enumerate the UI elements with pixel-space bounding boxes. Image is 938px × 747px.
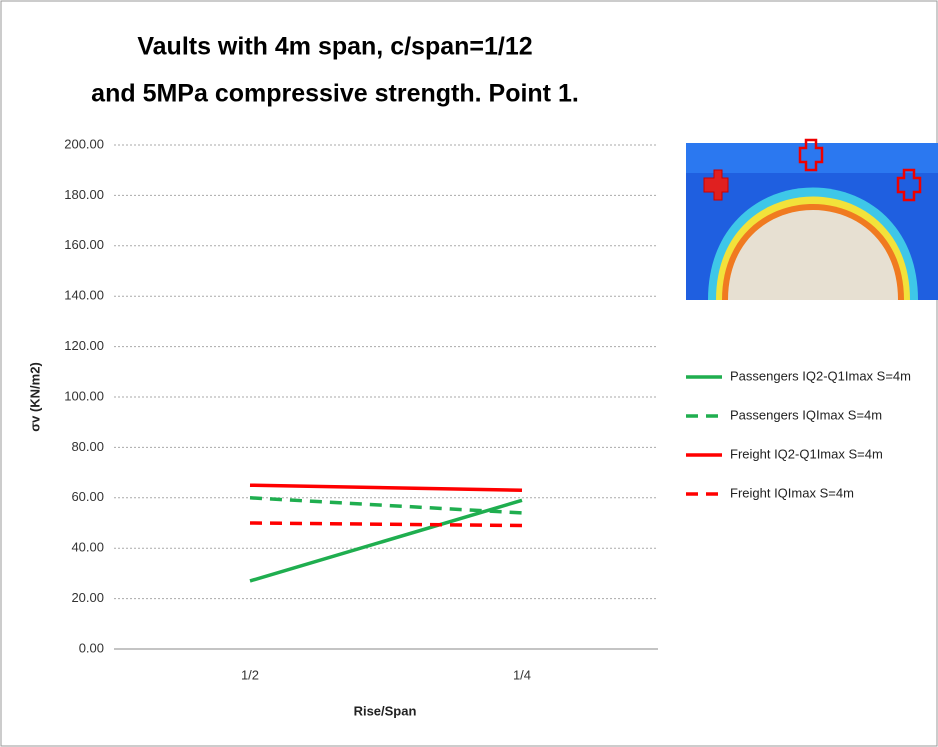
inset-marker — [896, 168, 922, 202]
legend-label: Passengers IQImax S=4m — [730, 407, 882, 422]
chart-title: Vaults with 4m span, c/span=1/12 — [137, 33, 532, 61]
y-tick-label: 80.00 — [71, 439, 104, 454]
y-tick-label: 60.00 — [71, 489, 104, 504]
y-tick-label: 120.00 — [64, 338, 104, 353]
inset-image — [686, 138, 938, 300]
inset-marker — [798, 138, 824, 172]
y-axis-title: σv (KN/m2) — [27, 362, 42, 432]
y-tick-label: 0.00 — [79, 640, 104, 655]
x-axis-title: Rise/Span — [354, 703, 417, 718]
y-tick-label: 180.00 — [64, 187, 104, 202]
series-line — [249, 496, 523, 515]
y-tick-label: 140.00 — [64, 288, 104, 303]
series-line — [249, 498, 523, 583]
y-tick-label: 200.00 — [64, 136, 104, 151]
inset-band — [686, 143, 938, 173]
inset-void — [728, 210, 898, 300]
inset-marker — [703, 169, 729, 201]
series-line — [249, 521, 523, 528]
legend-label: Freight IQ2-Q1Imax S=4m — [730, 446, 883, 461]
x-tick-label: 1/4 — [513, 667, 531, 682]
legend-label: Passengers IQ2-Q1Imax S=4m — [730, 368, 911, 383]
chart-title: and 5MPa compressive strength. Point 1. — [91, 80, 579, 108]
x-tick-label: 1/2 — [241, 667, 259, 682]
y-tick-label: 20.00 — [71, 590, 104, 605]
y-tick-label: 160.00 — [64, 237, 104, 252]
y-tick-label: 40.00 — [71, 540, 104, 555]
y-tick-label: 100.00 — [64, 388, 104, 403]
series-line — [249, 483, 523, 492]
legend-label: Freight IQImax S=4m — [730, 485, 854, 500]
